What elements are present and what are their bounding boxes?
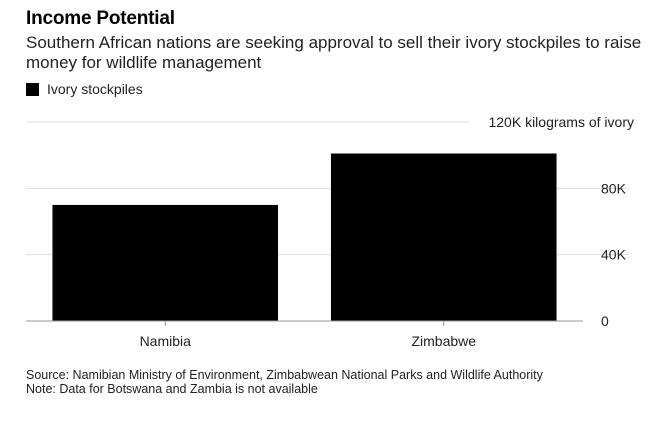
chart-title: Income Potential: [26, 8, 175, 29]
y-tick-label: 120K kilograms of ivory: [488, 114, 634, 130]
y-tick-label: 0: [601, 313, 609, 329]
chart-notes: Source: Namibian Ministry of Environment…: [26, 368, 543, 396]
y-tick-label: 80K: [601, 180, 627, 196]
bar-namibia: [52, 204, 279, 321]
y-tick-label: 40K: [601, 247, 627, 263]
data-note: Note: Data for Botswana and Zambia is no…: [26, 382, 318, 396]
chart-subtitle: Southern African nations are seeking app…: [26, 33, 642, 72]
bar-zimbabwe: [330, 153, 557, 321]
x-tick-label: Namibia: [140, 333, 192, 349]
legend-swatch: [26, 82, 39, 96]
x-tick-label: Zimbabwe: [411, 333, 476, 349]
chart-legend: Ivory stockpiles: [26, 81, 143, 97]
legend-label: Ivory stockpiles: [47, 81, 143, 97]
source-note: Source: Namibian Ministry of Environment…: [26, 368, 543, 382]
